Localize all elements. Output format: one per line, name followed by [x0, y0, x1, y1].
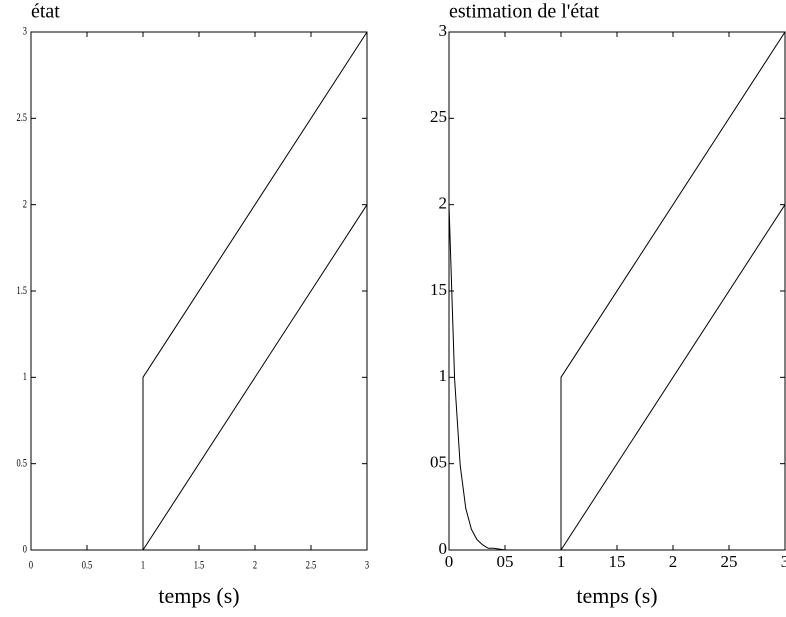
y-tick-label: 25 [430, 107, 447, 126]
x-tick-label: 0.5 [82, 559, 92, 572]
x-axis-label: temps (s) [576, 583, 657, 608]
x-tick-label: 1.5 [194, 559, 204, 572]
x-tick-label: 3 [365, 559, 369, 572]
series-line [142, 204, 368, 551]
x-tick-label: 1 [141, 559, 145, 572]
chart-title: état [31, 1, 60, 23]
series-line [448, 31, 786, 551]
x-tick-label: 1 [557, 552, 566, 571]
x-axis-label: temps (s) [158, 583, 239, 608]
series-line [560, 204, 786, 551]
chart-title: estimation de l'état [449, 1, 600, 23]
series-line [31, 31, 368, 551]
y-tick-label: 2.5 [17, 112, 27, 125]
x-tick-label: 2 [253, 559, 257, 572]
y-tick-label: 1 [23, 371, 27, 384]
y-tick-label: 0 [439, 539, 448, 558]
x-tick-label: 05 [497, 552, 514, 571]
y-tick-label: 2 [23, 198, 27, 211]
x-tick-label: 0 [29, 559, 33, 572]
y-tick-label: 05 [430, 453, 447, 472]
y-tick-label: 1 [439, 366, 448, 385]
y-tick-label: 3 [439, 21, 448, 40]
y-tick-label: 2 [439, 194, 448, 213]
x-tick-label: 2 [669, 552, 678, 571]
x-tick-label: 0 [445, 552, 454, 571]
y-tick-label: 0.5 [17, 457, 27, 470]
x-tick-label: 25 [721, 552, 738, 571]
x-tick-label: 15 [609, 552, 626, 571]
y-tick-label: 15 [430, 280, 447, 299]
y-tick-label: 0 [23, 543, 27, 556]
x-tick-label: 2.5 [306, 559, 316, 572]
y-tick-label: 1.5 [17, 284, 27, 297]
x-tick-label: 3 [781, 552, 786, 571]
y-tick-label: 3 [23, 25, 27, 38]
